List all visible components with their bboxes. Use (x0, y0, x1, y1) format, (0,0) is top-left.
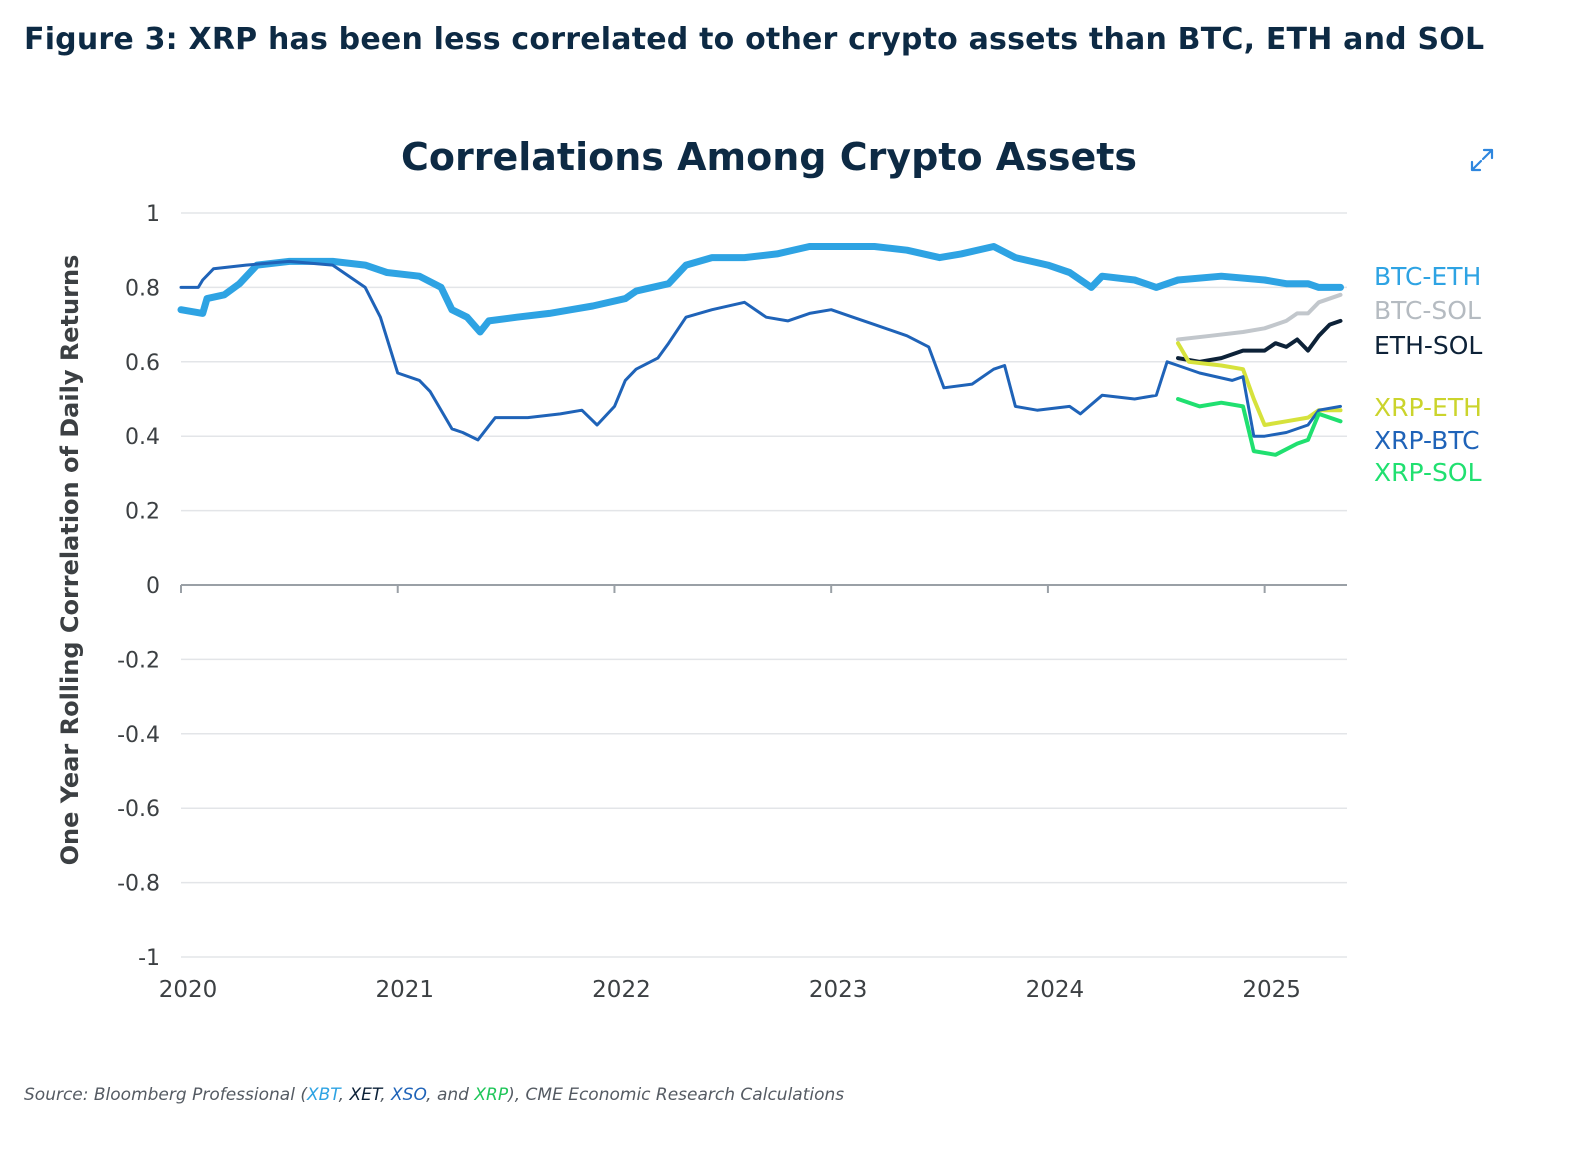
expand-icon[interactable] (1466, 144, 1498, 176)
source-sep3: , and (426, 1085, 475, 1105)
source-xso: XSO (391, 1085, 427, 1105)
y-tick-label: -0.8 (117, 872, 160, 897)
legend-label-btc-eth: BTC-ETH (1374, 262, 1481, 291)
series-line-xrp-btc (179, 259, 1342, 442)
legend-label-eth-sol: ETH-SOL (1374, 331, 1482, 360)
y-tick-label: -0.2 (117, 648, 160, 673)
x-tick-label: 2025 (1242, 977, 1301, 1003)
y-tick-label: 0.4 (125, 425, 160, 450)
y-tick-label: 0.2 (125, 500, 160, 525)
x-tick-label: 2024 (1026, 977, 1085, 1003)
source-sep2: , (380, 1085, 392, 1105)
legend-label-xrp-sol: XRP-SOL (1374, 458, 1482, 487)
y-tick-label: 0.8 (125, 276, 160, 301)
source-suffix: ), CME Economic Research Calculations (508, 1085, 845, 1105)
source-sep1: , (338, 1085, 350, 1105)
legend-label-xrp-btc: XRP-BTC (1374, 426, 1480, 455)
y-tick-label: -1 (138, 946, 160, 971)
legend-label-btc-sol: BTC-SOL (1374, 296, 1481, 325)
y-tick-label: -0.4 (117, 723, 160, 748)
series-line-xrp-sol (1176, 397, 1343, 457)
series-line-btc-eth (177, 243, 1344, 336)
series-line-xrp-eth (1176, 341, 1343, 427)
source-xet: XET (349, 1085, 381, 1105)
series-line-btc-sol (1176, 292, 1343, 342)
source-prefix: Source: Bloomberg Professional ( (24, 1085, 307, 1105)
correlation-chart: Correlations Among Crypto Assets 1 0.8 0.6 0… (56, 135, 1482, 1003)
x-tick-label: 2023 (809, 977, 868, 1003)
legend-label-xrp-eth: XRP-ETH (1374, 393, 1482, 422)
chart-title: Correlations Among Crypto Assets (401, 135, 1137, 179)
x-tick-label: 2021 (375, 977, 434, 1003)
source-note: Source: Bloomberg Professional (XBT, XET… (24, 1085, 844, 1105)
y-tick-label: -0.6 (117, 797, 160, 822)
source-xbt: XBT (306, 1085, 339, 1105)
figure-title: Figure 3: XRP has been less correlated t… (24, 22, 1485, 57)
y-tick-label: 0.6 (125, 351, 160, 376)
y-tick-label: 1 (146, 202, 160, 227)
x-tick-label: 2020 (159, 977, 218, 1003)
source-xrp: XRP (474, 1085, 509, 1105)
x-tick-label: 2022 (592, 977, 651, 1003)
y-tick-label: 0 (146, 574, 160, 599)
y-axis-label: One Year Rolling Correlation of Daily Re… (56, 255, 84, 866)
series-line-eth-sol (1176, 318, 1343, 364)
